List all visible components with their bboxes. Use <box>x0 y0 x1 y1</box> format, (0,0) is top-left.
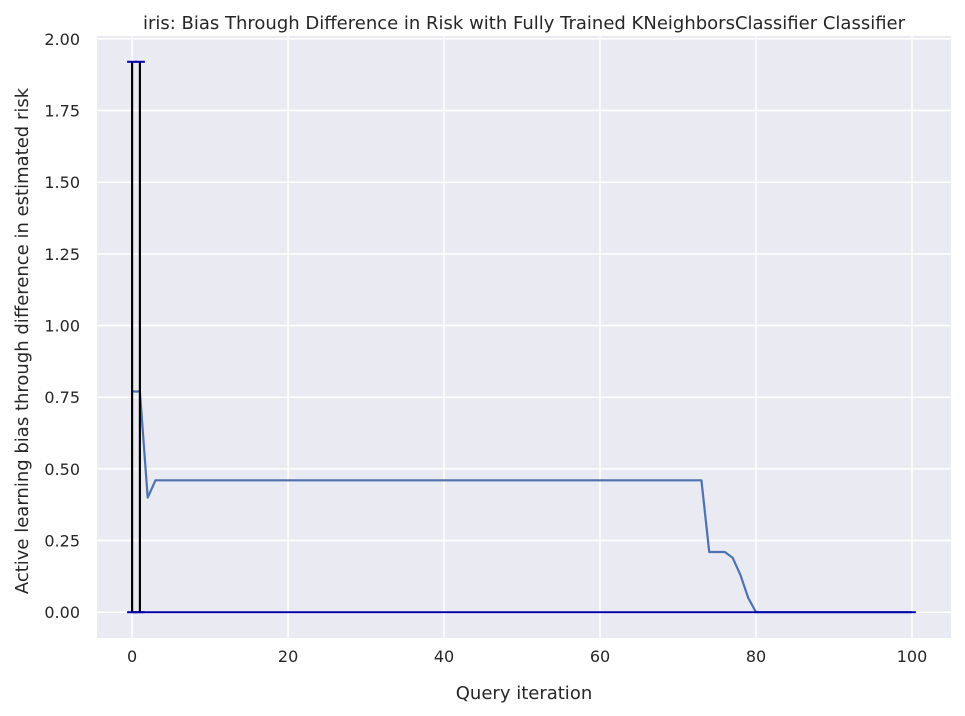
x-tick-label: 20 <box>278 647 298 666</box>
plot-background <box>97 36 951 638</box>
y-axis-label: Active learning bias through difference … <box>12 87 33 594</box>
x-tick-label: 0 <box>127 647 137 666</box>
y-tick-label: 0.00 <box>44 603 80 622</box>
y-tick-label: 1.75 <box>44 102 80 121</box>
y-tick-label: 0.50 <box>44 460 80 479</box>
y-tick-label: 1.00 <box>44 317 80 336</box>
series-line <box>132 390 912 614</box>
data-layer <box>127 60 916 614</box>
x-tick-label: 80 <box>746 647 766 666</box>
gridlines <box>97 36 951 638</box>
y-tick-label: 0.75 <box>44 388 80 407</box>
x-tick-label: 60 <box>590 647 610 666</box>
y-tick-label: 0.25 <box>44 532 80 551</box>
y-tick-label: 1.25 <box>44 245 80 264</box>
y-tick-label: 1.50 <box>44 173 80 192</box>
chart-title: iris: Bias Through Difference in Risk wi… <box>143 13 906 34</box>
y-tick-label: 2.00 <box>44 30 80 49</box>
x-axis-label: Query iteration <box>456 683 592 704</box>
x-tick-label: 100 <box>897 647 928 666</box>
x-tick-label: 40 <box>434 647 454 666</box>
tick-labels: 0 20 40 60 80 100 0.00 0.25 0.50 0.75 1.00 1.25 1.50… <box>44 30 927 666</box>
